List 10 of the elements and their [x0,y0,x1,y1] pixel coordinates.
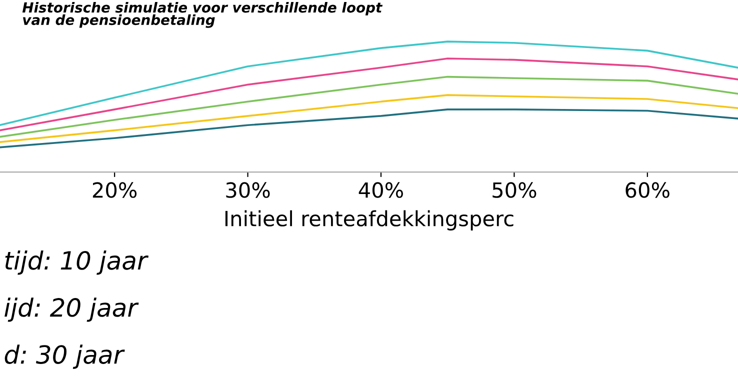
x-tick-label: 60% [626,182,670,198]
text: d: 30 jaar [4,344,125,369]
x-tick-label: 30% [226,182,270,198]
text: tijd: 10 jaar [5,250,149,275]
x-tick-label: 40% [358,182,403,198]
chart-title: Historische simulatie voor verschillende loopt van de pensioenbetaling [22,2,383,28]
x-tick-label: 50% [492,182,536,198]
text: ijd: 20 jaar [4,298,139,322]
x-tick-label: 20% [92,182,137,198]
x-axis-title: Initieel renteafdekkingsperc [225,210,514,230]
